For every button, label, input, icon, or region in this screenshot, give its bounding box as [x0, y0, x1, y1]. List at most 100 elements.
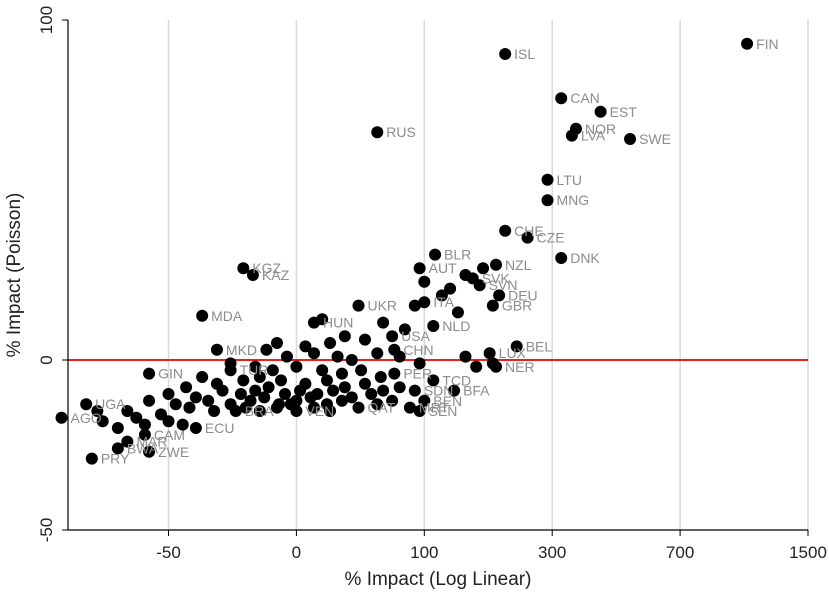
data-point: [85, 452, 98, 465]
data-point: [307, 401, 320, 414]
data-point: [521, 231, 534, 244]
data-point: [249, 384, 262, 397]
data-point: [180, 381, 193, 394]
data-point: [499, 224, 512, 237]
data-point: [386, 330, 399, 343]
point-label: KGZ: [252, 260, 281, 276]
x-tick-label: 0: [292, 543, 301, 562]
data-point: [490, 360, 503, 373]
data-point: [358, 377, 371, 390]
point-label: UKR: [367, 298, 397, 314]
point-label: ISL: [514, 46, 535, 62]
point-label: HUN: [323, 315, 353, 331]
data-point: [408, 299, 421, 312]
point-label: FIN: [756, 36, 779, 52]
data-point: [258, 391, 271, 404]
data-point: [335, 367, 348, 380]
data-point: [451, 306, 464, 319]
data-point: [176, 418, 189, 431]
point-label: EST: [610, 104, 638, 120]
data-point: [270, 337, 283, 349]
data-point: [121, 405, 134, 417]
x-tick-label: -50: [156, 543, 181, 562]
x-tick-label: 700: [666, 543, 694, 562]
data-point: [403, 401, 416, 414]
data-point: [189, 422, 202, 434]
data-point: [435, 289, 448, 302]
x-axis-ticks: -50 0 100 300 700 1500: [156, 530, 827, 562]
point-label: SDN: [424, 383, 454, 399]
data-point: [459, 350, 472, 363]
data-point: [320, 374, 333, 387]
x-axis-title: % Impact (Log Linear): [345, 569, 532, 590]
point-label: MDA: [211, 308, 243, 324]
data-point: [278, 388, 291, 400]
data-point: [96, 415, 109, 428]
point-label: BLR: [444, 247, 471, 263]
data-point: [398, 323, 411, 336]
point-label: CAM: [154, 427, 185, 443]
data-point: [162, 415, 175, 428]
point-label: AUT: [429, 260, 457, 276]
data-point: [80, 398, 93, 411]
data-point: [510, 340, 523, 353]
data-point: [541, 194, 554, 207]
data-point: [262, 381, 275, 394]
data-point: [260, 343, 273, 356]
data-point: [143, 394, 156, 407]
data-point: [355, 364, 368, 377]
data-point: [499, 48, 512, 60]
data-point: [130, 411, 143, 424]
data-point: [413, 405, 426, 417]
data-point: [169, 398, 182, 411]
data-point: [473, 279, 486, 292]
y-axis-ticks: -50 0 100: [37, 6, 68, 542]
data-point: [338, 381, 351, 394]
data-point: [345, 354, 358, 366]
data-point: [237, 262, 250, 275]
data-point: [448, 384, 461, 397]
data-point: [290, 405, 303, 417]
data-points: [55, 37, 754, 465]
point-label: UGA: [95, 396, 126, 412]
data-point: [143, 367, 156, 380]
data-point: [216, 384, 229, 397]
y-tick-label: 100: [37, 6, 56, 34]
x-tick-label: 100: [410, 543, 438, 562]
point-label: MAR: [136, 434, 167, 450]
data-point: [477, 262, 490, 275]
data-point: [55, 411, 68, 424]
data-point: [234, 388, 247, 400]
data-point: [324, 337, 337, 349]
data-point: [371, 398, 384, 411]
point-label: GIN: [158, 366, 183, 382]
point-label: LVA: [581, 128, 606, 144]
point-label: TUR: [240, 362, 269, 378]
data-point: [324, 405, 337, 417]
data-point: [388, 367, 401, 380]
data-point: [493, 289, 506, 302]
y-axis-title: % Impact (Poisson): [4, 193, 25, 358]
point-label: TCD: [442, 372, 471, 388]
point-label: CHN: [403, 342, 433, 358]
data-point: [413, 262, 426, 275]
data-point: [371, 347, 384, 360]
data-point: [111, 442, 124, 455]
data-point: [408, 384, 421, 397]
data-point: [246, 269, 259, 281]
data-point: [374, 371, 387, 383]
point-label: QAT: [367, 400, 395, 416]
data-point: [270, 401, 283, 414]
data-point: [352, 401, 365, 414]
grid-lines: [167, 20, 809, 530]
data-point: [335, 394, 348, 407]
data-point: [352, 299, 365, 312]
point-label: GBR: [502, 298, 532, 314]
data-point: [280, 350, 293, 363]
point-label: VEN: [305, 403, 334, 419]
point-label: SEN: [429, 403, 458, 419]
data-point: [470, 360, 483, 373]
point-label: LTU: [557, 172, 582, 188]
point-label: BFA: [463, 383, 490, 399]
